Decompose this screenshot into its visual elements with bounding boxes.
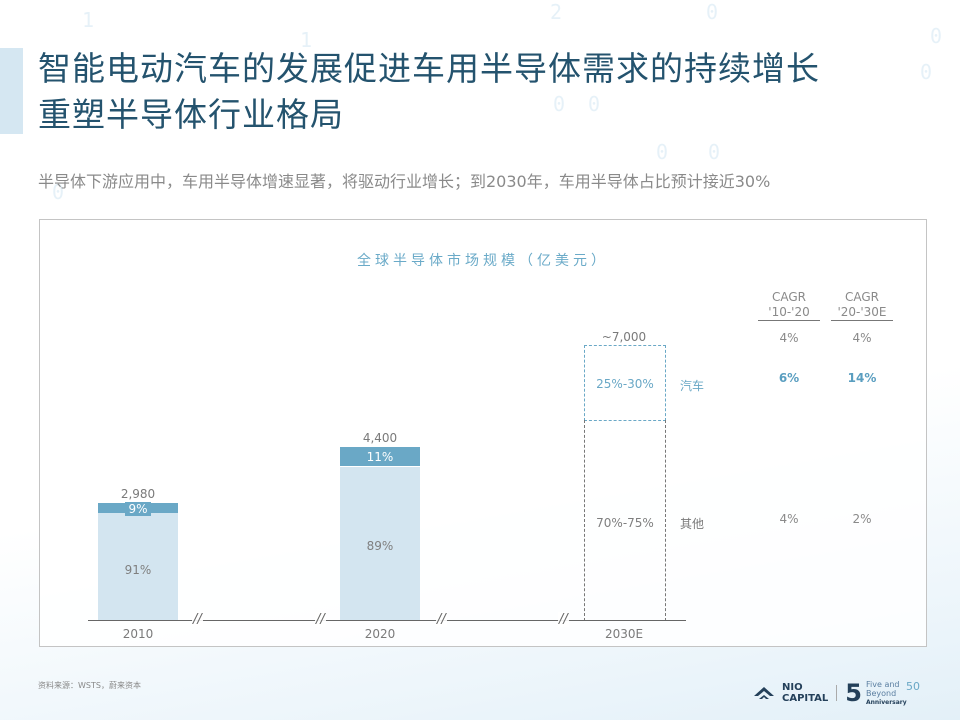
bar-total-2030e: ~7,000: [601, 330, 647, 344]
x-tick-2030e: 2030E: [604, 627, 644, 641]
bar-label-other-2020: 89%: [366, 539, 394, 553]
legend-auto: 汽车: [680, 379, 705, 393]
five-anniversary-mark: 5: [845, 679, 862, 707]
nio-capital-wordmark: NIO CAPITAL: [782, 682, 829, 704]
x-tick-2020: 2020: [364, 627, 396, 641]
cagr-total-2: 4%: [852, 331, 872, 345]
cagr-auto-2: 14%: [847, 371, 877, 385]
bar-segment-other-2030e: 70%-75%: [584, 420, 666, 621]
cagr-other-1: 4%: [779, 512, 799, 526]
bar-segment-other-2020: [340, 467, 420, 620]
title-line-1: 智能电动汽车的发展促进车用半导体需求的持续增长: [38, 49, 820, 88]
axis-break: //: [558, 612, 569, 627]
bar-label-other-2010: 91%: [124, 563, 152, 577]
anniversary-text: Five and Beyond Anniversary: [866, 679, 907, 706]
background-decoration: 1: [300, 28, 313, 52]
axis-break: //: [192, 612, 203, 627]
title-accent-bar: [0, 48, 23, 134]
background-decoration: 0: [553, 92, 566, 116]
bar-label-auto-2020: 11%: [366, 450, 394, 464]
page-title: 智能电动汽车的发展促进车用半导体需求的持续增长 重塑半导体行业格局: [38, 46, 820, 138]
source-note: 资料来源：WSTS，蔚来资本: [38, 681, 141, 690]
bar-segment-auto-2030e: 25%-30%: [584, 345, 666, 421]
bar-label-auto-2010: 9%: [98, 502, 178, 516]
chart-panel: 全球半导体市场规模（亿美元） 2,980 9% 91% 4,400 11% 89…: [39, 219, 927, 647]
background-decoration: 1: [82, 8, 95, 32]
cagr-header-2: CAGR '20-'30E: [831, 290, 893, 321]
x-tick-2010: 2010: [122, 627, 154, 641]
background-decoration: 0: [706, 0, 719, 24]
background-decoration: 0: [656, 140, 669, 164]
bar-total-2010: 2,980: [120, 487, 156, 501]
cagr-auto-1: 6%: [778, 371, 800, 385]
background-decoration: 0: [52, 180, 65, 204]
nio-capital-logo: NIO CAPITAL 5 Five and Beyond Anniversar…: [752, 679, 907, 707]
axis-break: //: [436, 612, 447, 627]
chart-title: 全球半导体市场规模（亿美元）: [357, 253, 609, 269]
legend-other: 其他: [680, 517, 705, 531]
cagr-total-1: 4%: [779, 331, 799, 345]
page-number: 50: [906, 680, 920, 693]
bar-2020: 4,400 11% 89%: [340, 431, 420, 620]
nio-logo-icon: [754, 687, 774, 699]
background-decoration: 0: [588, 92, 601, 116]
bar-total-2020: 4,400: [362, 431, 398, 445]
cagr-other-2: 2%: [852, 512, 872, 526]
background-decoration: 2: [550, 0, 563, 24]
bar-segment-other-2010: [98, 513, 178, 620]
background-decoration: 0: [920, 60, 933, 84]
axis-break: //: [315, 612, 326, 627]
x-axis: [88, 620, 686, 621]
cagr-header-1: CAGR '10-'20: [758, 290, 820, 321]
title-line-2: 重塑半导体行业格局: [38, 95, 344, 134]
background-decoration: 0: [708, 140, 721, 164]
bar-2010: 2,980 9% 91%: [98, 487, 178, 620]
logo-separator: [836, 685, 838, 701]
page-subtitle: 半导体下游应用中，车用半导体增速显著，将驱动行业增长；到2030年，车用半导体占…: [38, 172, 771, 191]
bar-segment-auto-2020: [340, 447, 420, 466]
background-decoration: 0: [930, 24, 943, 48]
